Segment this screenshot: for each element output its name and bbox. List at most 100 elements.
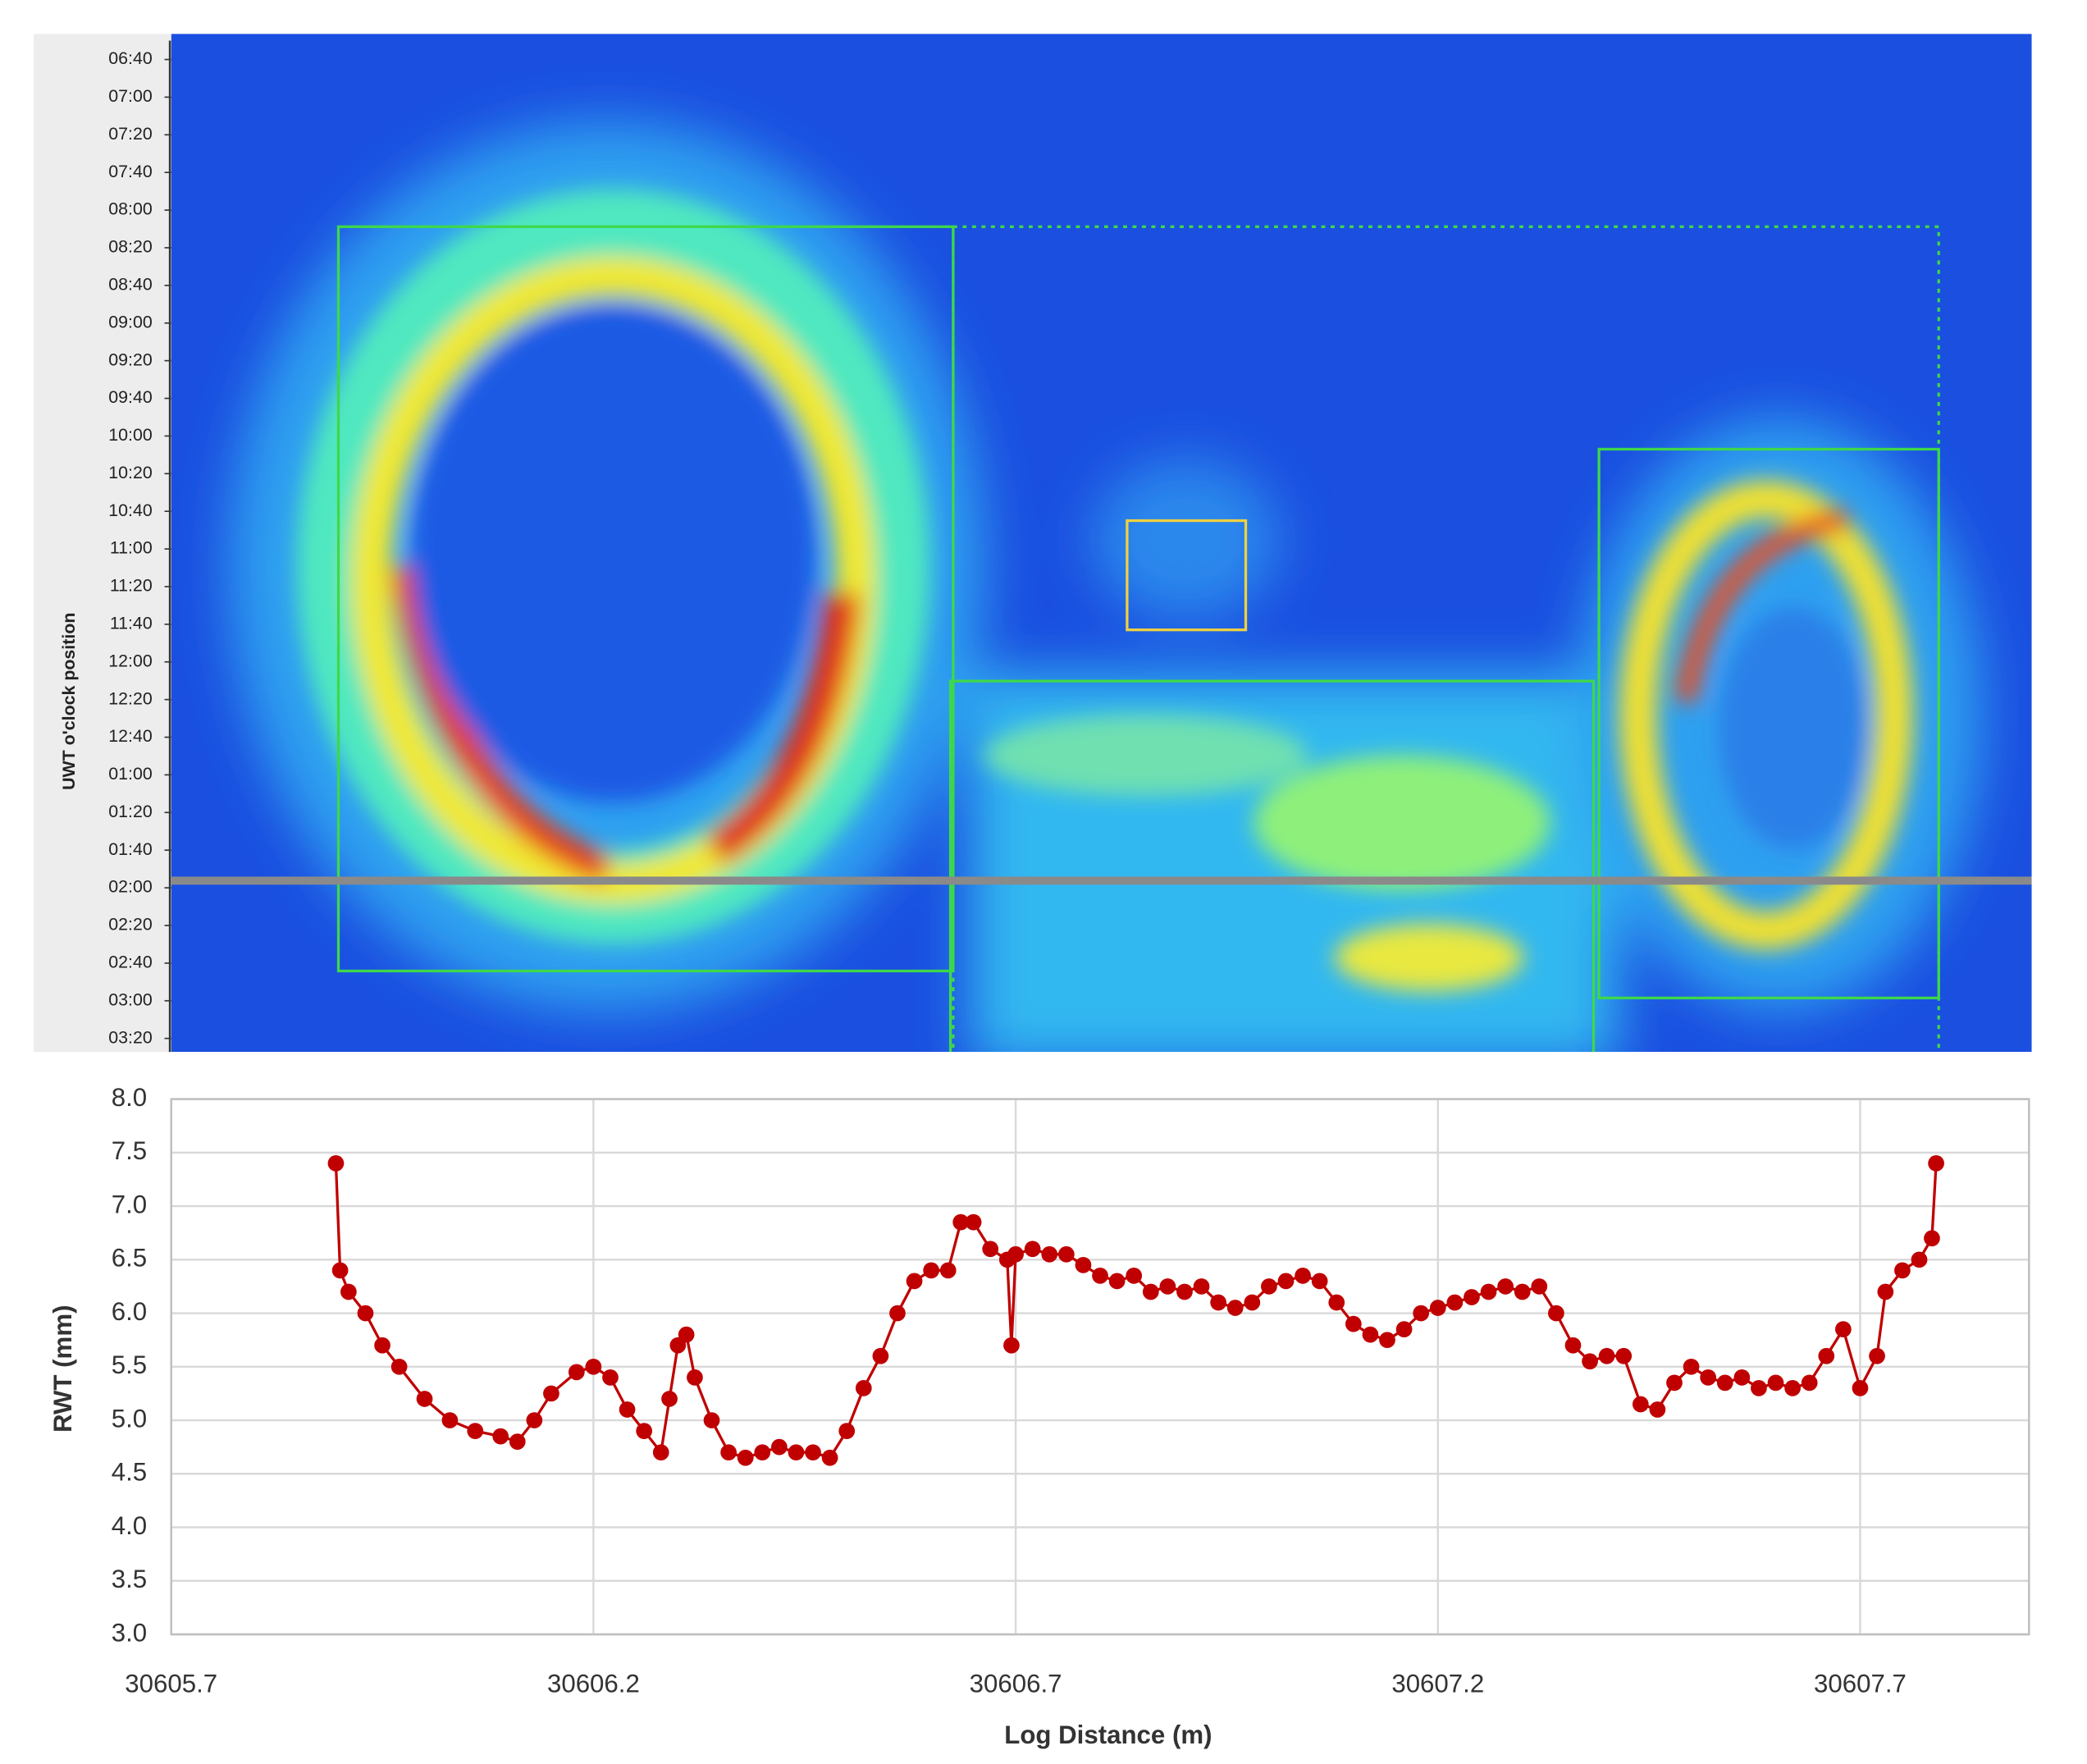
y-tick-label: 3.0 — [112, 1618, 147, 1647]
data-point — [1911, 1251, 1928, 1268]
data-point — [889, 1305, 906, 1322]
data-point — [1767, 1374, 1784, 1392]
heatmap-y-tick-label: 08:40 — [108, 274, 153, 294]
data-point — [788, 1444, 805, 1461]
data-point — [737, 1449, 754, 1466]
data-point — [1159, 1278, 1176, 1295]
data-point — [1244, 1294, 1261, 1311]
heatmap-y-tick-label: 11:20 — [110, 576, 153, 596]
data-point — [1733, 1369, 1751, 1386]
heatmap-y-tick-label: 10:40 — [108, 500, 153, 520]
data-point — [1564, 1337, 1582, 1354]
cursor-line — [171, 876, 2032, 885]
data-point — [923, 1262, 940, 1279]
data-point — [1649, 1401, 1666, 1418]
heatmap-y-tick-label: 03:00 — [108, 989, 153, 1009]
data-point — [1003, 1337, 1020, 1354]
data-point — [821, 1449, 838, 1466]
data-point — [1395, 1321, 1413, 1337]
data-point — [492, 1428, 509, 1445]
heatmap-y-tick-label: 09:00 — [108, 312, 153, 331]
data-point — [1877, 1283, 1894, 1300]
data-point — [327, 1155, 345, 1172]
heatmap-y-tick-label: 11:00 — [110, 538, 153, 558]
data-point — [331, 1262, 349, 1279]
x-tick-label: 30607.7 — [1814, 1670, 1907, 1698]
data-point — [1683, 1358, 1700, 1375]
data-point — [340, 1283, 357, 1300]
y-tick-label: 6.5 — [112, 1244, 147, 1273]
heatmap-y-tick-label: 03:20 — [108, 1027, 153, 1047]
y-axis-title: RWT (mm) — [48, 1305, 77, 1433]
heatmap-y-tick-label: 12:20 — [108, 688, 153, 708]
data-point — [390, 1358, 408, 1375]
data-point — [720, 1444, 737, 1461]
x-tick-label: 30605.7 — [125, 1670, 217, 1698]
data-point — [1007, 1245, 1024, 1263]
y-tick-label: 8.0 — [112, 1083, 147, 1112]
data-point — [1075, 1256, 1092, 1273]
data-point — [1548, 1305, 1564, 1322]
data-point — [1784, 1380, 1801, 1396]
heatmap-y-tick-label: 10:20 — [108, 463, 153, 482]
data-point — [568, 1364, 585, 1381]
heatmap-y-tick-label: 09:20 — [108, 350, 153, 369]
data-point — [872, 1347, 889, 1364]
data-point — [1311, 1273, 1328, 1290]
heatmap-y-tick-label: 02:20 — [108, 915, 153, 935]
y-tick-label: 3.5 — [112, 1565, 147, 1593]
heatmap-y-tick-label: 08:20 — [108, 237, 153, 257]
data-point — [838, 1423, 856, 1439]
data-point — [652, 1444, 669, 1461]
data-point — [982, 1241, 999, 1258]
region-box — [1597, 447, 1940, 999]
data-point — [1801, 1374, 1818, 1392]
data-point — [636, 1423, 653, 1439]
data-point — [1446, 1294, 1464, 1311]
region-box — [948, 679, 1596, 1053]
data-point — [1126, 1268, 1143, 1284]
data-point — [1700, 1369, 1717, 1386]
data-point — [687, 1369, 703, 1386]
region-box — [952, 225, 1940, 1053]
data-point — [1514, 1283, 1531, 1300]
data-point — [1142, 1283, 1159, 1300]
y-tick-label: 5.0 — [112, 1404, 147, 1433]
data-point — [1835, 1321, 1852, 1337]
y-tick-label: 5.5 — [112, 1350, 147, 1379]
data-point — [374, 1337, 390, 1354]
x-tick-label: 30606.2 — [547, 1670, 640, 1698]
y-tick-label: 6.0 — [112, 1297, 147, 1326]
data-point — [1295, 1268, 1311, 1284]
y-tick-label: 7.0 — [112, 1190, 147, 1218]
heatmap-axis-panel — [34, 34, 171, 1053]
data-point — [509, 1433, 526, 1451]
data-point — [1362, 1326, 1379, 1343]
heatmap-y-tick-label: 09:40 — [108, 387, 153, 407]
data-point — [1379, 1332, 1395, 1349]
y-tick-label: 4.5 — [112, 1458, 147, 1487]
data-point — [585, 1358, 602, 1375]
heatmap-y-tick-label: 07:40 — [108, 162, 153, 181]
x-tick-label: 30606.7 — [970, 1670, 1062, 1698]
data-point — [855, 1380, 872, 1396]
y-tick-label: 4.0 — [112, 1511, 147, 1540]
data-point — [1226, 1300, 1244, 1316]
data-point — [1894, 1262, 1911, 1279]
heatmap-y-tick-label: 01:40 — [108, 839, 153, 859]
region-box — [336, 225, 955, 973]
data-point — [1497, 1278, 1514, 1295]
y-tick-label: 7.5 — [112, 1136, 147, 1165]
data-point — [619, 1401, 636, 1418]
data-point — [771, 1438, 788, 1456]
heatmap-y-tick-label: 12:40 — [108, 726, 153, 746]
region-box — [1126, 519, 1248, 632]
data-point — [357, 1305, 374, 1322]
data-point — [1328, 1294, 1345, 1311]
data-point — [965, 1213, 982, 1231]
heatmap-y-tick-label: 01:00 — [108, 764, 153, 784]
data-point — [416, 1391, 433, 1407]
heatmap-y-tick-label: 07:00 — [108, 86, 153, 106]
